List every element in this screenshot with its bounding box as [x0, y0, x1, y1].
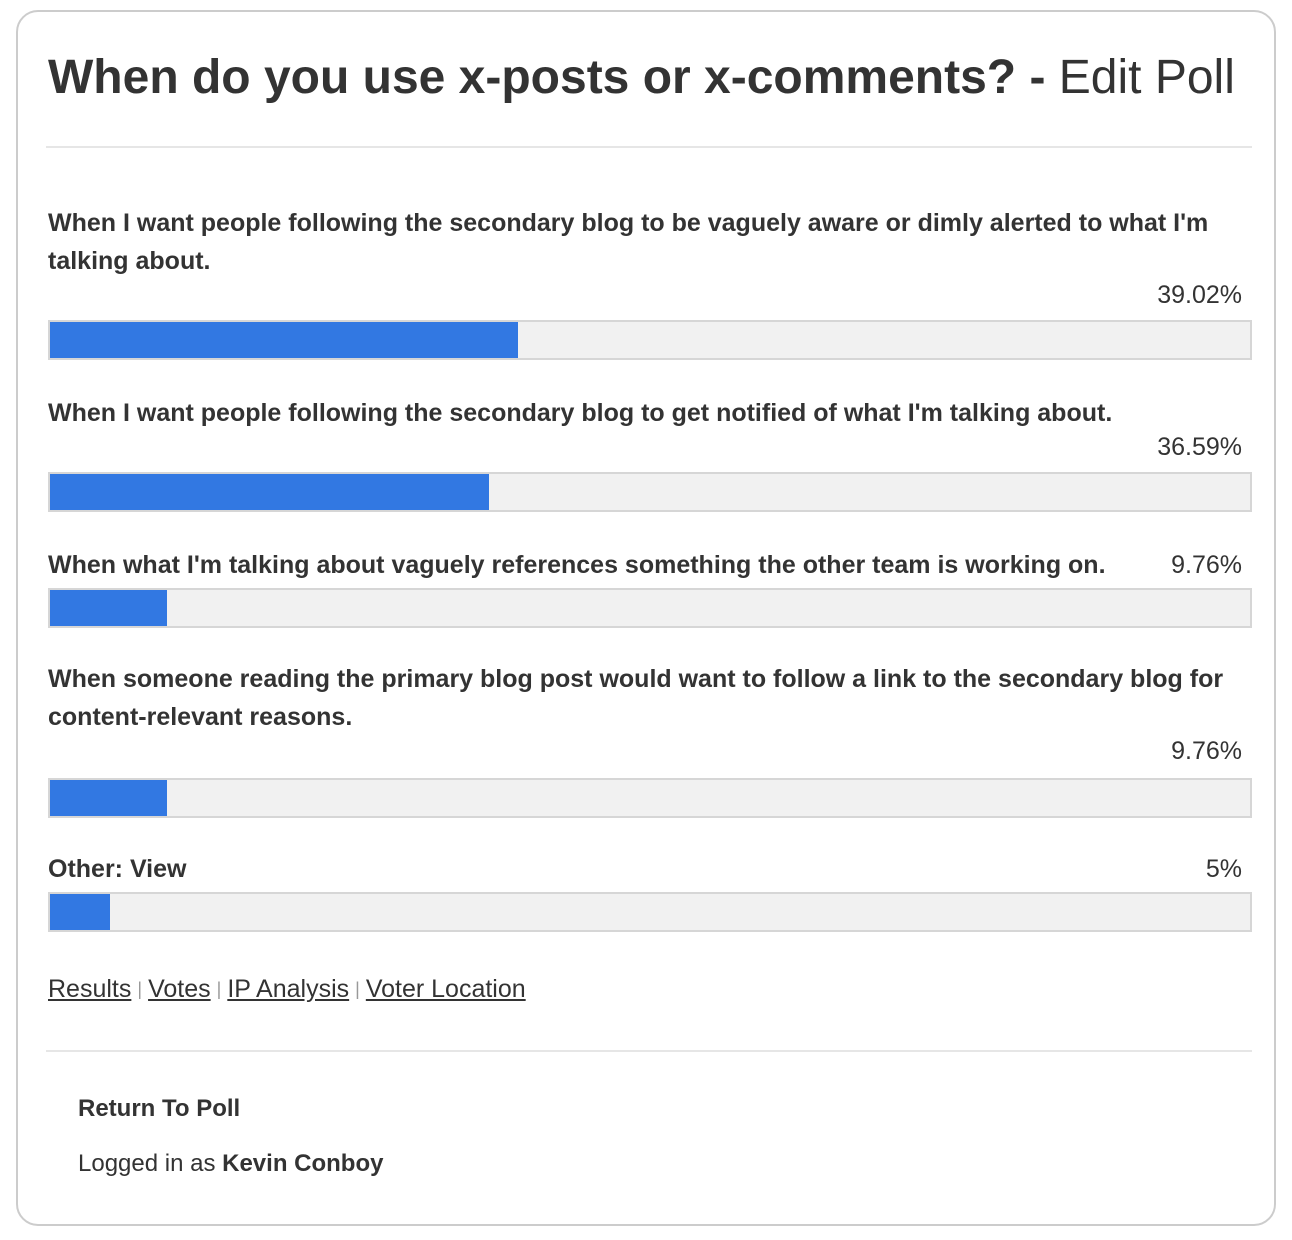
answer-text: When I want people following the seconda…: [48, 209, 1209, 275]
answer-row-2: When I want people following the seconda…: [48, 394, 1252, 512]
answer-percent: 9.76%: [1171, 551, 1242, 579]
answer-row-5: Other: View 5%: [48, 850, 1252, 932]
result-bar-track: [48, 472, 1252, 512]
results-link[interactable]: Results: [48, 975, 132, 1003]
result-bar-fill: [50, 322, 519, 358]
edit-poll-label: Edit Poll: [1058, 51, 1235, 104]
title-divider: [46, 146, 1252, 148]
answer-text: When what I'm talking about vaguely refe…: [48, 551, 1106, 579]
answer-percent: 5%: [1205, 855, 1242, 883]
answer-row-3: When what I'm talking about vaguely refe…: [48, 546, 1252, 628]
logged-in-prefix: Logged in as: [78, 1150, 223, 1177]
result-bar-track: [48, 892, 1252, 932]
answer-row-1: When I want people following the seconda…: [48, 204, 1252, 360]
page-title: When do you use x-posts or x-comments? -…: [48, 50, 1248, 106]
answer-percent: 9.76%: [1171, 737, 1242, 765]
result-bar-fill: [50, 780, 168, 816]
ip-analysis-link[interactable]: IP Analysis: [227, 975, 350, 1003]
voter-location-link[interactable]: Voter Location: [365, 975, 526, 1003]
result-bar-track: [48, 778, 1252, 818]
votes-link[interactable]: Votes: [148, 975, 211, 1003]
title-separator: -: [1016, 51, 1059, 104]
logged-in-user: Kevin Conboy: [222, 1150, 384, 1177]
answer-percent: 39.02%: [1157, 281, 1242, 309]
answer-row-4: When someone reading the primary blog po…: [48, 660, 1252, 818]
link-separator: |: [355, 979, 360, 999]
answer-text: Other: View: [48, 855, 187, 883]
result-bar-fill: [50, 894, 110, 930]
poll-question: When do you use x-posts or x-comments?: [48, 51, 1017, 104]
link-separator: |: [216, 979, 222, 999]
result-bar-track: [48, 320, 1252, 360]
link-separator: |: [137, 979, 143, 999]
result-bar-fill: [50, 590, 168, 626]
result-bar-track: [48, 588, 1252, 628]
answer-percent: 36.59%: [1157, 433, 1242, 461]
poll-nav-links: Results | Votes | IP Analysis | Voter Location: [48, 972, 526, 1008]
poll-results-card: When do you use x-posts or x-comments? -…: [16, 10, 1276, 1226]
result-bar-fill: [50, 474, 490, 510]
answer-text: When someone reading the primary blog po…: [48, 665, 1224, 731]
answer-text: When I want people following the seconda…: [48, 399, 1113, 427]
footer-divider: [46, 1050, 1252, 1052]
logged-in-status: Logged in as Kevin Conboy: [78, 1149, 383, 1179]
return-to-poll-link[interactable]: Return To Poll: [78, 1095, 241, 1122]
